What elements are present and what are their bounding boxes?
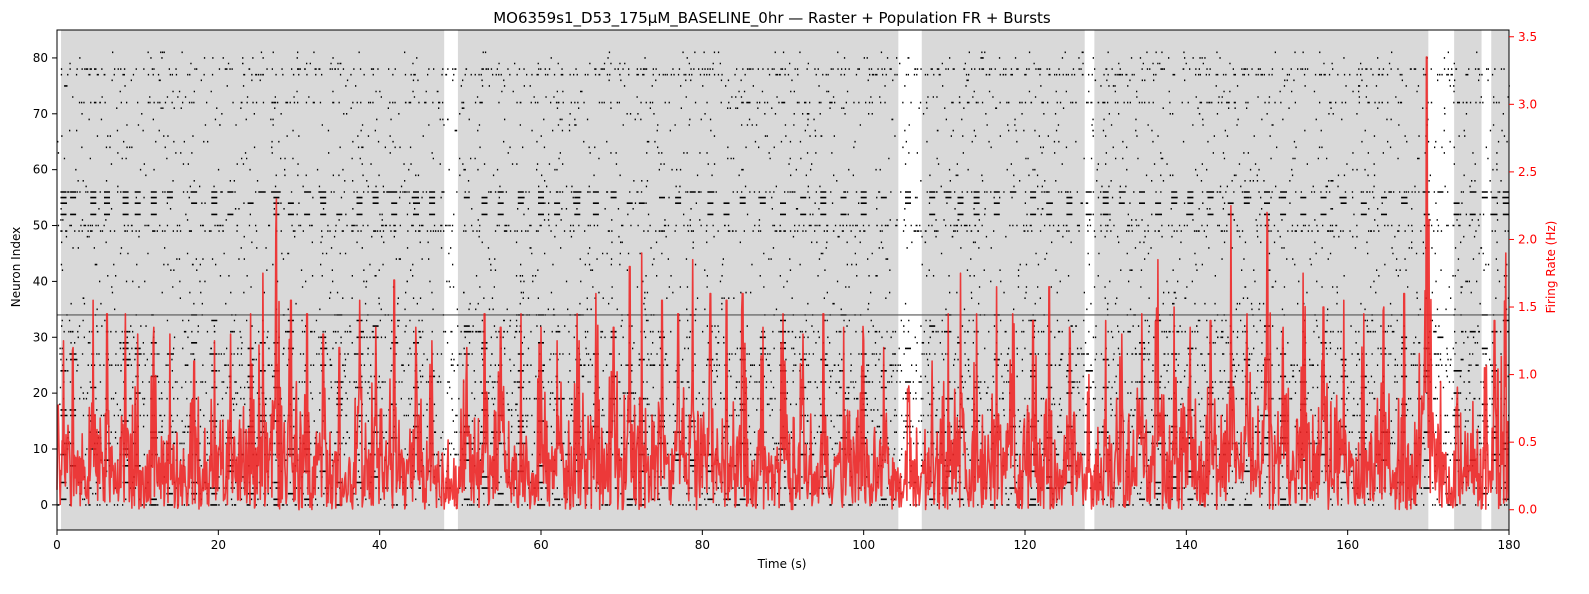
y-right-tick-label: 3.5 [1518, 30, 1537, 44]
x-tick-label: 100 [852, 538, 875, 552]
population-firing-rate [56, 56, 1510, 511]
y-right-tick-label: 3.0 [1518, 97, 1537, 111]
y-right-tick-label: 1.0 [1518, 368, 1537, 382]
y-left-tick-label: 10 [33, 442, 48, 456]
chart-title: MO6359s1_D53_175µM_BASELINE_0hr — Raster… [493, 9, 1051, 28]
y-left-tick-label: 20 [33, 386, 48, 400]
plot-frame [56, 29, 1510, 531]
x-tick-label: 80 [695, 538, 710, 552]
x-tick-label: 40 [372, 538, 387, 552]
y-left-tick-label: 30 [33, 330, 48, 344]
fr-trace [56, 56, 1510, 511]
y-left-tick-label: 70 [33, 107, 48, 121]
y-right-tick-label: 2.5 [1518, 165, 1537, 179]
x-tick-label: 120 [1014, 538, 1037, 552]
y-right-tick-label: 0.5 [1518, 435, 1537, 449]
y-right-tick-label: 1.5 [1518, 300, 1537, 314]
axes: 0 20 40 60 80 100 120 140 160 180 0 10 20 30 40 50 60 70 8… [33, 29, 1537, 552]
y-right-tick-label: 0.0 [1518, 503, 1537, 517]
x-tick-label: 140 [1175, 538, 1198, 552]
y-axis-label-left: Neuron Index [9, 227, 23, 307]
x-axis-label: Time (s) [757, 557, 807, 571]
y-left-tick-label: 50 [33, 219, 48, 233]
x-tick-label: 0 [53, 538, 61, 552]
x-tick-label: 180 [1498, 538, 1521, 552]
y-left-tick-label: 0 [40, 498, 48, 512]
burst-windows [61, 30, 1509, 530]
y-left-tick-label: 80 [33, 51, 48, 65]
y-right-tick-label: 2.0 [1518, 232, 1537, 246]
y-axis-label-right: Firing Rate (Hz) [1544, 221, 1558, 314]
x-tick-label: 160 [1336, 538, 1359, 552]
y-left-tick-label: 40 [33, 274, 48, 288]
x-tick-label: 20 [211, 538, 226, 552]
y-left-tick-label: 60 [33, 163, 48, 177]
x-tick-label: 60 [533, 538, 548, 552]
